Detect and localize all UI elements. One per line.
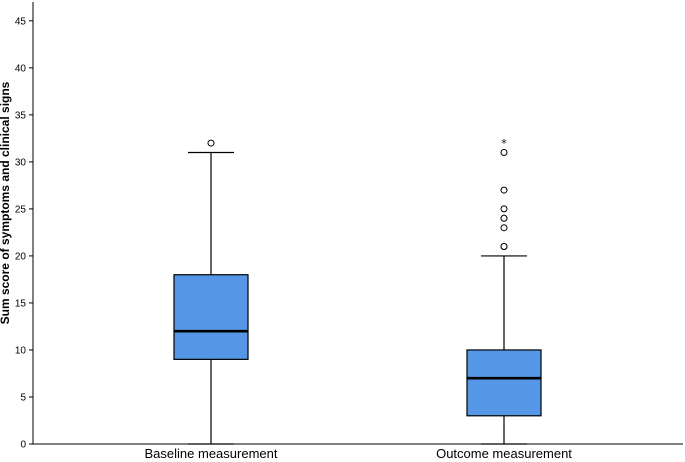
y-tick-label: 35: [15, 110, 27, 121]
category-label: Baseline measurement: [145, 446, 278, 461]
y-axis-ticks: 0 5 10 15 20 25 30 35 40 45: [15, 16, 33, 451]
boxes: *: [173, 137, 542, 445]
y-tick-label: 0: [20, 440, 26, 451]
outlier-point: [207, 139, 215, 147]
iqr-box: [173, 274, 249, 360]
y-axis-title: Sum score of symptoms and clinical signs: [0, 81, 12, 324]
y-tick-label: 25: [15, 204, 27, 215]
y-tick-label: 15: [15, 298, 27, 309]
outlier-point: [500, 243, 508, 251]
y-tick-label: 20: [15, 251, 27, 262]
box-group: [173, 139, 249, 445]
category-labels: Baseline measurement Outcome measurement: [145, 446, 573, 461]
outlier-point: [500, 186, 508, 194]
iqr-box: [466, 349, 542, 417]
y-tick-label: 45: [15, 16, 27, 27]
outlier-point: [500, 148, 508, 156]
outlier-point: [500, 224, 508, 232]
outlier-point: [500, 214, 508, 222]
y-tick-label: 40: [15, 63, 27, 74]
y-tick-label: 10: [15, 345, 27, 356]
extreme-point: *: [501, 137, 507, 150]
category-label: Outcome measurement: [436, 446, 572, 461]
y-tick-label: 5: [20, 392, 26, 403]
box-group: *: [466, 137, 542, 445]
y-tick-label: 30: [15, 157, 27, 168]
outlier-point: [500, 205, 508, 213]
